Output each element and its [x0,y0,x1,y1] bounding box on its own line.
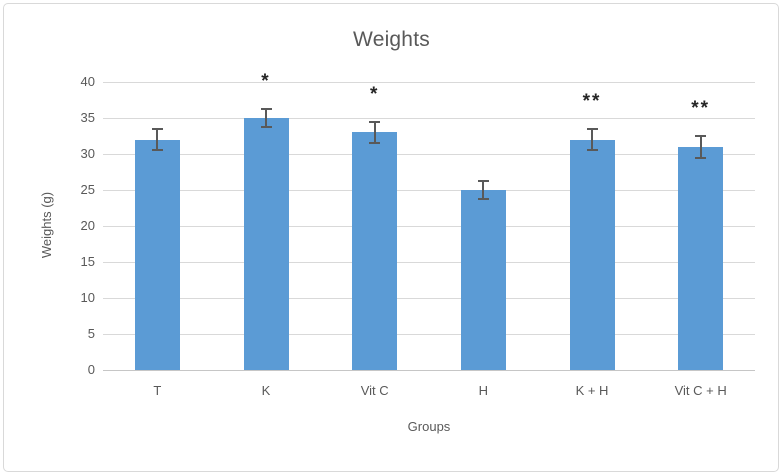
chart-title: Weights [353,28,430,51]
significance-marker: ** [582,90,602,112]
error-bar-cap [695,135,707,137]
error-bar [591,128,593,151]
error-bar-cap [260,107,272,110]
error-bar-cap [151,149,163,152]
error-bar-cap [695,156,707,159]
y-tick-label: 5 [87,326,95,341]
error-bar-cap [477,198,489,201]
gridline [103,225,755,227]
x-axis-line [103,369,755,371]
y-tick-label: 10 [80,290,95,305]
gridline [103,261,755,263]
gridline [103,333,755,335]
gridline [103,117,755,119]
gridline [103,153,755,155]
x-tick-label: K [261,383,271,398]
significance-marker: * [369,83,380,105]
x-tick-label: H [478,383,489,398]
y-tick-label: 0 [87,362,95,377]
bar-t [134,139,180,370]
y-tick-label: 35 [80,110,95,125]
x-axis-title: Groups [407,419,451,434]
bar-vitc [352,132,398,370]
y-tick-label: 15 [80,254,95,269]
error-bar [156,128,159,151]
bar-vitc+h [678,146,724,370]
error-bar-cap [260,126,272,129]
error-bar-cap [369,142,381,145]
gridline [103,189,755,191]
gridline [103,297,755,299]
error-bar-cap [586,127,598,130]
error-bar [699,136,702,158]
x-tick-label: T [153,383,162,398]
bar-k [243,118,289,370]
error-bar [482,180,485,200]
bar-h [460,190,506,370]
error-bar-cap [477,179,489,182]
significance-marker: ** [691,98,711,119]
x-tick-label: K + H [575,383,609,398]
x-tick-label: Vit C [360,383,389,398]
y-tick-label: 30 [80,146,95,161]
significance-marker: * [261,70,271,92]
x-tick-label: Vit C + H [674,383,727,398]
error-bar [373,121,376,144]
y-tick-label: 40 [80,74,95,89]
error-bar-cap [151,127,163,130]
y-tick-label: 20 [80,218,95,233]
error-bar [265,108,267,128]
y-tick-label: 25 [80,182,95,197]
bar-k+h [569,139,615,370]
error-bar-cap [586,149,598,152]
error-bar-cap [369,120,381,123]
gridline [103,81,755,83]
